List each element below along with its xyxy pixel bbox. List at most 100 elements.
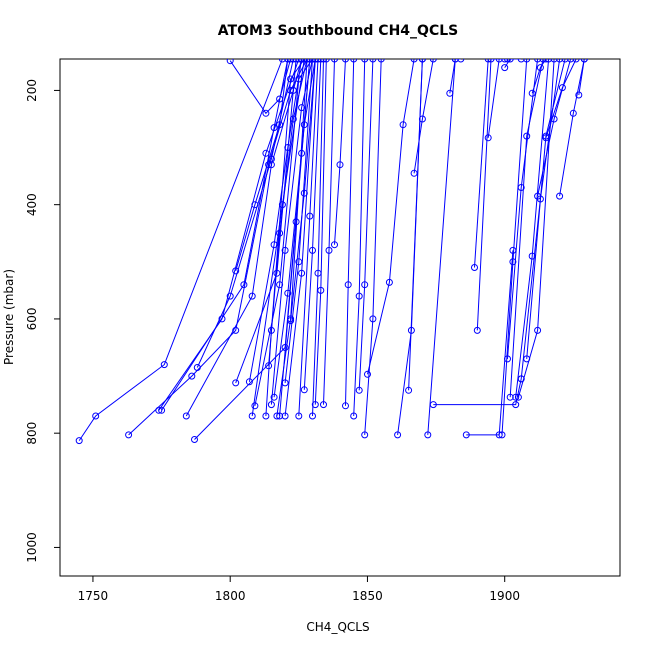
data-point [534,59,542,63]
data-point [317,286,325,294]
data-point [248,292,256,300]
data-point [451,59,459,63]
data-point [295,412,303,420]
data-point [226,59,234,65]
data-point [75,437,83,445]
series-line [323,59,335,405]
data-point [484,134,492,142]
series-line [501,59,528,435]
series-line [270,59,313,405]
data-point [284,59,292,63]
series-line [397,59,423,435]
data-point [322,59,330,63]
series-line [545,59,577,138]
data-point [350,59,358,63]
series-line [474,59,489,268]
data-point [287,317,295,325]
data-point [193,364,201,371]
series-line [78,59,283,441]
series-line [507,59,539,359]
data-point [320,401,327,409]
series-line [353,59,366,417]
data-point [270,393,278,401]
data-point [495,59,503,63]
y-tick-label: 800 [25,422,39,445]
data-point [523,132,531,140]
data-point [394,431,402,439]
series-line [303,59,322,390]
data-point [267,155,275,163]
data-point [350,412,358,420]
data-point [457,59,465,63]
data-point [364,370,371,378]
data-point [385,278,393,286]
data-point [276,281,284,289]
data-point [336,161,344,169]
data-point [561,59,569,63]
data-point [509,258,517,266]
data-point [226,292,234,300]
y-axis-label: Pressure (mbar) [2,269,16,365]
x-tick-label: 1750 [78,589,109,603]
data-point [232,379,240,387]
x-axis-label: CH4_QCLS [306,620,369,634]
data-point [517,184,525,191]
data-point [309,412,316,420]
data-point [306,59,314,63]
data-point [484,59,492,63]
series-line [537,59,572,197]
data-point [471,264,478,271]
series-line [314,59,327,405]
data-point [514,393,522,401]
data-point [424,431,432,439]
data-point [300,59,308,63]
data-point [377,59,385,63]
series-line [345,59,355,406]
data-point [399,121,407,129]
data-point [446,89,454,97]
series-line [235,59,297,384]
data-point [289,115,297,123]
data-point [276,121,284,129]
data-point [331,59,338,63]
data-point [92,412,100,420]
data-point [342,402,349,410]
y-tick-label: 1000 [25,532,39,563]
data-point [292,59,300,63]
series-line [312,59,324,417]
series-line [268,59,308,366]
data-point [287,59,295,63]
series-line [433,378,522,406]
data-point [501,59,509,63]
data-point [281,246,289,254]
data-point [369,315,377,323]
series-line [254,59,313,406]
data-point [245,378,253,386]
data-point [487,59,495,63]
series-line [298,59,319,417]
data-point [160,361,168,369]
data-point [504,355,511,363]
data-point [311,401,319,409]
series-line [284,59,316,417]
data-point [284,289,292,297]
data-point [232,267,240,275]
data-point [523,355,531,363]
y-tick-label: 600 [25,307,39,330]
data-point [240,281,248,289]
data-point [298,59,306,63]
data-point [278,59,286,63]
data-point [295,258,303,266]
data-point [188,372,196,380]
data-point [410,59,418,63]
data-point [287,75,295,83]
data-point [303,59,311,63]
x-tick-label: 1800 [215,589,246,603]
data-point [306,212,314,220]
data-point [218,315,226,323]
data-point [517,375,525,383]
series-line [279,59,311,417]
data-point [251,201,259,209]
x-tick-label: 1900 [489,589,520,603]
data-point [311,59,319,63]
